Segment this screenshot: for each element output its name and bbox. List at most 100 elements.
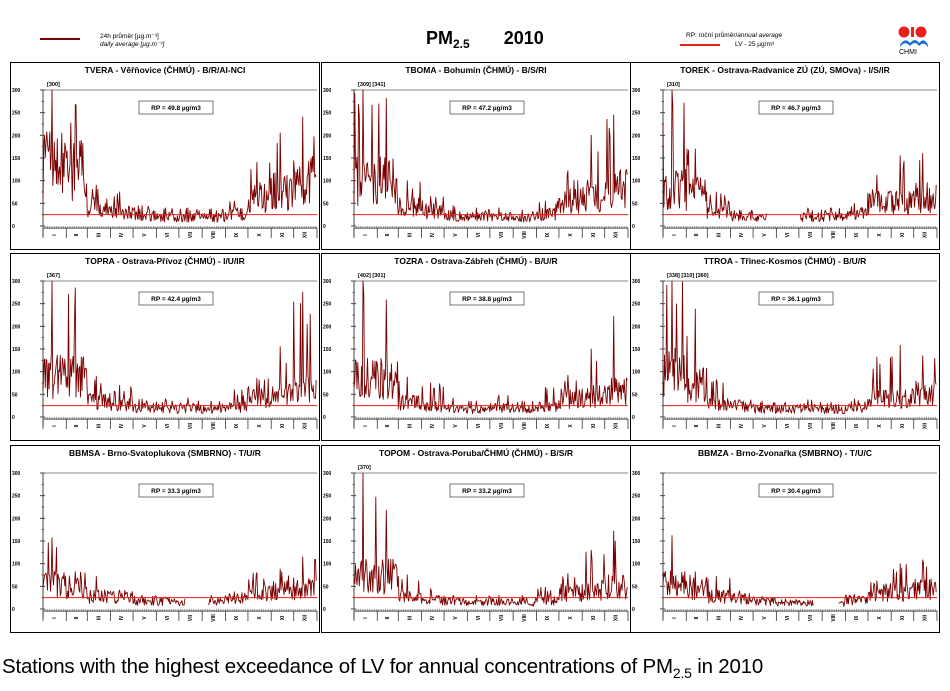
station-chart-svg: TTROA - Třinec-Kosmos (ČHMÚ) - B/U/R 0 50 1… xyxy=(632,255,938,430)
x-month-label: XI xyxy=(280,615,286,620)
x-month-label: XI xyxy=(900,615,906,620)
station-chart-panel: TTROA - Třinec-Kosmos (ČHMÚ) - B/U/R 0 50 1… xyxy=(630,253,940,441)
station-chart-panel: TOREK - Ostrava-Radvanice ZÚ (ZÚ, SMOva)… xyxy=(630,62,940,250)
y-tick-label: 250 xyxy=(323,302,332,308)
title-pollutant-sub: 2.5 xyxy=(453,37,470,51)
x-month-label: IX xyxy=(545,232,551,237)
y-tick-label: 150 xyxy=(632,347,641,353)
clipped-peaks-label: [370] xyxy=(358,465,371,471)
station-chart-svg: TOZRA - Ostrava-Zábřeh (ČHMÚ) - B/U/R 0 50… xyxy=(323,255,629,430)
annual-average-label: RP = 46.7 µg/m3 xyxy=(771,105,821,112)
x-month-label: IX xyxy=(545,423,551,428)
x-month-label: VI xyxy=(476,232,482,237)
station-chart-panel: BBMZA - Brno-Zvonařka (SMBRNO) - T/U/C 0 5… xyxy=(630,445,940,633)
x-month-label: XII xyxy=(614,614,620,621)
x-month-label: VIII xyxy=(211,614,217,622)
caption-suffix: in 2010 xyxy=(691,655,764,678)
y-tick-label: 0 xyxy=(12,607,15,613)
x-month-label: VII xyxy=(808,231,814,238)
x-month-label: VIII xyxy=(211,422,217,430)
station-chart-panel: BBMSA - Brno-Svatoplukova (SMBRNO) - T/U… xyxy=(10,445,320,633)
y-tick-label: 100 xyxy=(12,562,21,568)
annual-average-box xyxy=(758,291,834,306)
daily-average-series xyxy=(662,535,814,607)
station-chart-panel: TVERA - Věřňovice (ČHMÚ) - B/R/AI-NCI 0 50… xyxy=(10,62,320,250)
x-month-label: VI xyxy=(785,615,791,620)
x-month-label: IX xyxy=(234,232,240,237)
x-month-label: I xyxy=(363,234,369,236)
daily-average-series xyxy=(662,280,937,415)
y-tick-label: 50 xyxy=(323,392,329,398)
y-tick-label: 100 xyxy=(12,179,21,185)
y-tick-label: 300 xyxy=(632,279,641,285)
x-month-label: I xyxy=(52,234,58,236)
y-tick-label: 150 xyxy=(12,156,21,162)
chart-title: TOPRA - Ostrava-Přívoz (ČHMÚ) - I/U/IR xyxy=(85,255,245,266)
x-month-label: V xyxy=(453,616,459,620)
legend-rp-prefix: RP: roční průměr/ xyxy=(686,32,738,39)
x-month-label: X xyxy=(877,424,883,428)
x-month-label: XII xyxy=(303,422,309,429)
chart-title: TOPOM - Ostrava-Poruba/ČHMÚ (ČHMÚ) - B/S… xyxy=(379,447,573,458)
y-tick-label: 200 xyxy=(632,516,641,522)
y-tick-label: 100 xyxy=(323,562,332,568)
x-month-label: X xyxy=(257,424,263,428)
x-month-label: II xyxy=(385,233,391,236)
x-month-label: V xyxy=(762,424,768,428)
x-month-label: X xyxy=(568,233,574,237)
x-month-label: VIII xyxy=(522,231,528,239)
x-month-label: XII xyxy=(614,422,620,429)
x-month-label: IX xyxy=(854,423,860,428)
x-month-label: VII xyxy=(808,422,814,429)
x-month-label: III xyxy=(407,423,413,428)
annual-average-label: RP = 49.8 µg/m3 xyxy=(151,105,201,112)
title-year: 2010 xyxy=(503,28,544,48)
x-month-label: XI xyxy=(280,232,286,237)
x-month-label: XI xyxy=(591,615,597,620)
x-month-label: I xyxy=(363,617,369,619)
chart-title: TVERA - Věřňovice (ČHMÚ) - B/R/AI-NCI xyxy=(85,64,246,75)
y-tick-label: 100 xyxy=(323,370,332,376)
x-month-label: II xyxy=(694,616,700,619)
station-chart-panel: TOZRA - Ostrava-Zábřeh (ČHMÚ) - B/U/R 0 50… xyxy=(321,253,631,441)
y-tick-label: 50 xyxy=(12,392,18,398)
y-tick-label: 250 xyxy=(632,111,641,117)
x-month-label: IV xyxy=(430,423,436,428)
x-month-label: III xyxy=(96,423,102,428)
x-month-label: II xyxy=(694,424,700,427)
annual-average-label: RP = 33.2 µg/m3 xyxy=(462,488,512,495)
y-tick-label: 0 xyxy=(12,415,15,421)
annual-average-box xyxy=(138,483,214,498)
station-chart-svg: TOPRA - Ostrava-Přívoz (ČHMÚ) - I/U/IR 0 5… xyxy=(12,255,318,430)
chmi-logo-text: CHMI xyxy=(899,49,917,56)
annual-average-label: RP = 38.8 µg/m3 xyxy=(462,296,512,303)
x-month-label: II xyxy=(694,233,700,236)
daily-average-series xyxy=(662,89,768,222)
x-month-label: III xyxy=(716,615,722,620)
annual-average-box xyxy=(138,100,214,115)
station-chart-svg: TOREK - Ostrava-Radvanice ZÚ (ZÚ, SMOva)… xyxy=(632,64,938,239)
x-month-label: VI xyxy=(476,423,482,428)
x-month-label: VIII xyxy=(831,614,837,622)
x-month-label: IV xyxy=(119,232,125,237)
daily-average-series xyxy=(353,280,628,415)
x-month-label: IV xyxy=(739,232,745,237)
annual-average-label: RP = 36.1 µg/m3 xyxy=(771,296,821,303)
x-month-label: XI xyxy=(591,423,597,428)
x-month-label: XII xyxy=(923,614,929,621)
station-chart-svg: BBMSA - Brno-Svatoplukova (SMBRNO) - T/U… xyxy=(12,448,318,622)
x-month-label: II xyxy=(385,616,391,619)
annual-average-label: RP = 33.3 µg/m3 xyxy=(151,488,201,495)
x-month-label: IX xyxy=(854,232,860,237)
x-month-label: IV xyxy=(430,615,436,620)
x-month-label: IX xyxy=(234,615,240,620)
y-tick-label: 200 xyxy=(323,516,332,522)
x-month-label: X xyxy=(877,233,883,237)
x-month-label: XII xyxy=(303,231,309,238)
daily-average-series xyxy=(42,537,186,607)
y-tick-label: 100 xyxy=(12,370,21,376)
x-month-label: V xyxy=(142,616,148,620)
y-tick-label: 150 xyxy=(632,156,641,162)
x-month-label: VII xyxy=(499,231,505,238)
x-month-label: VI xyxy=(165,232,171,237)
